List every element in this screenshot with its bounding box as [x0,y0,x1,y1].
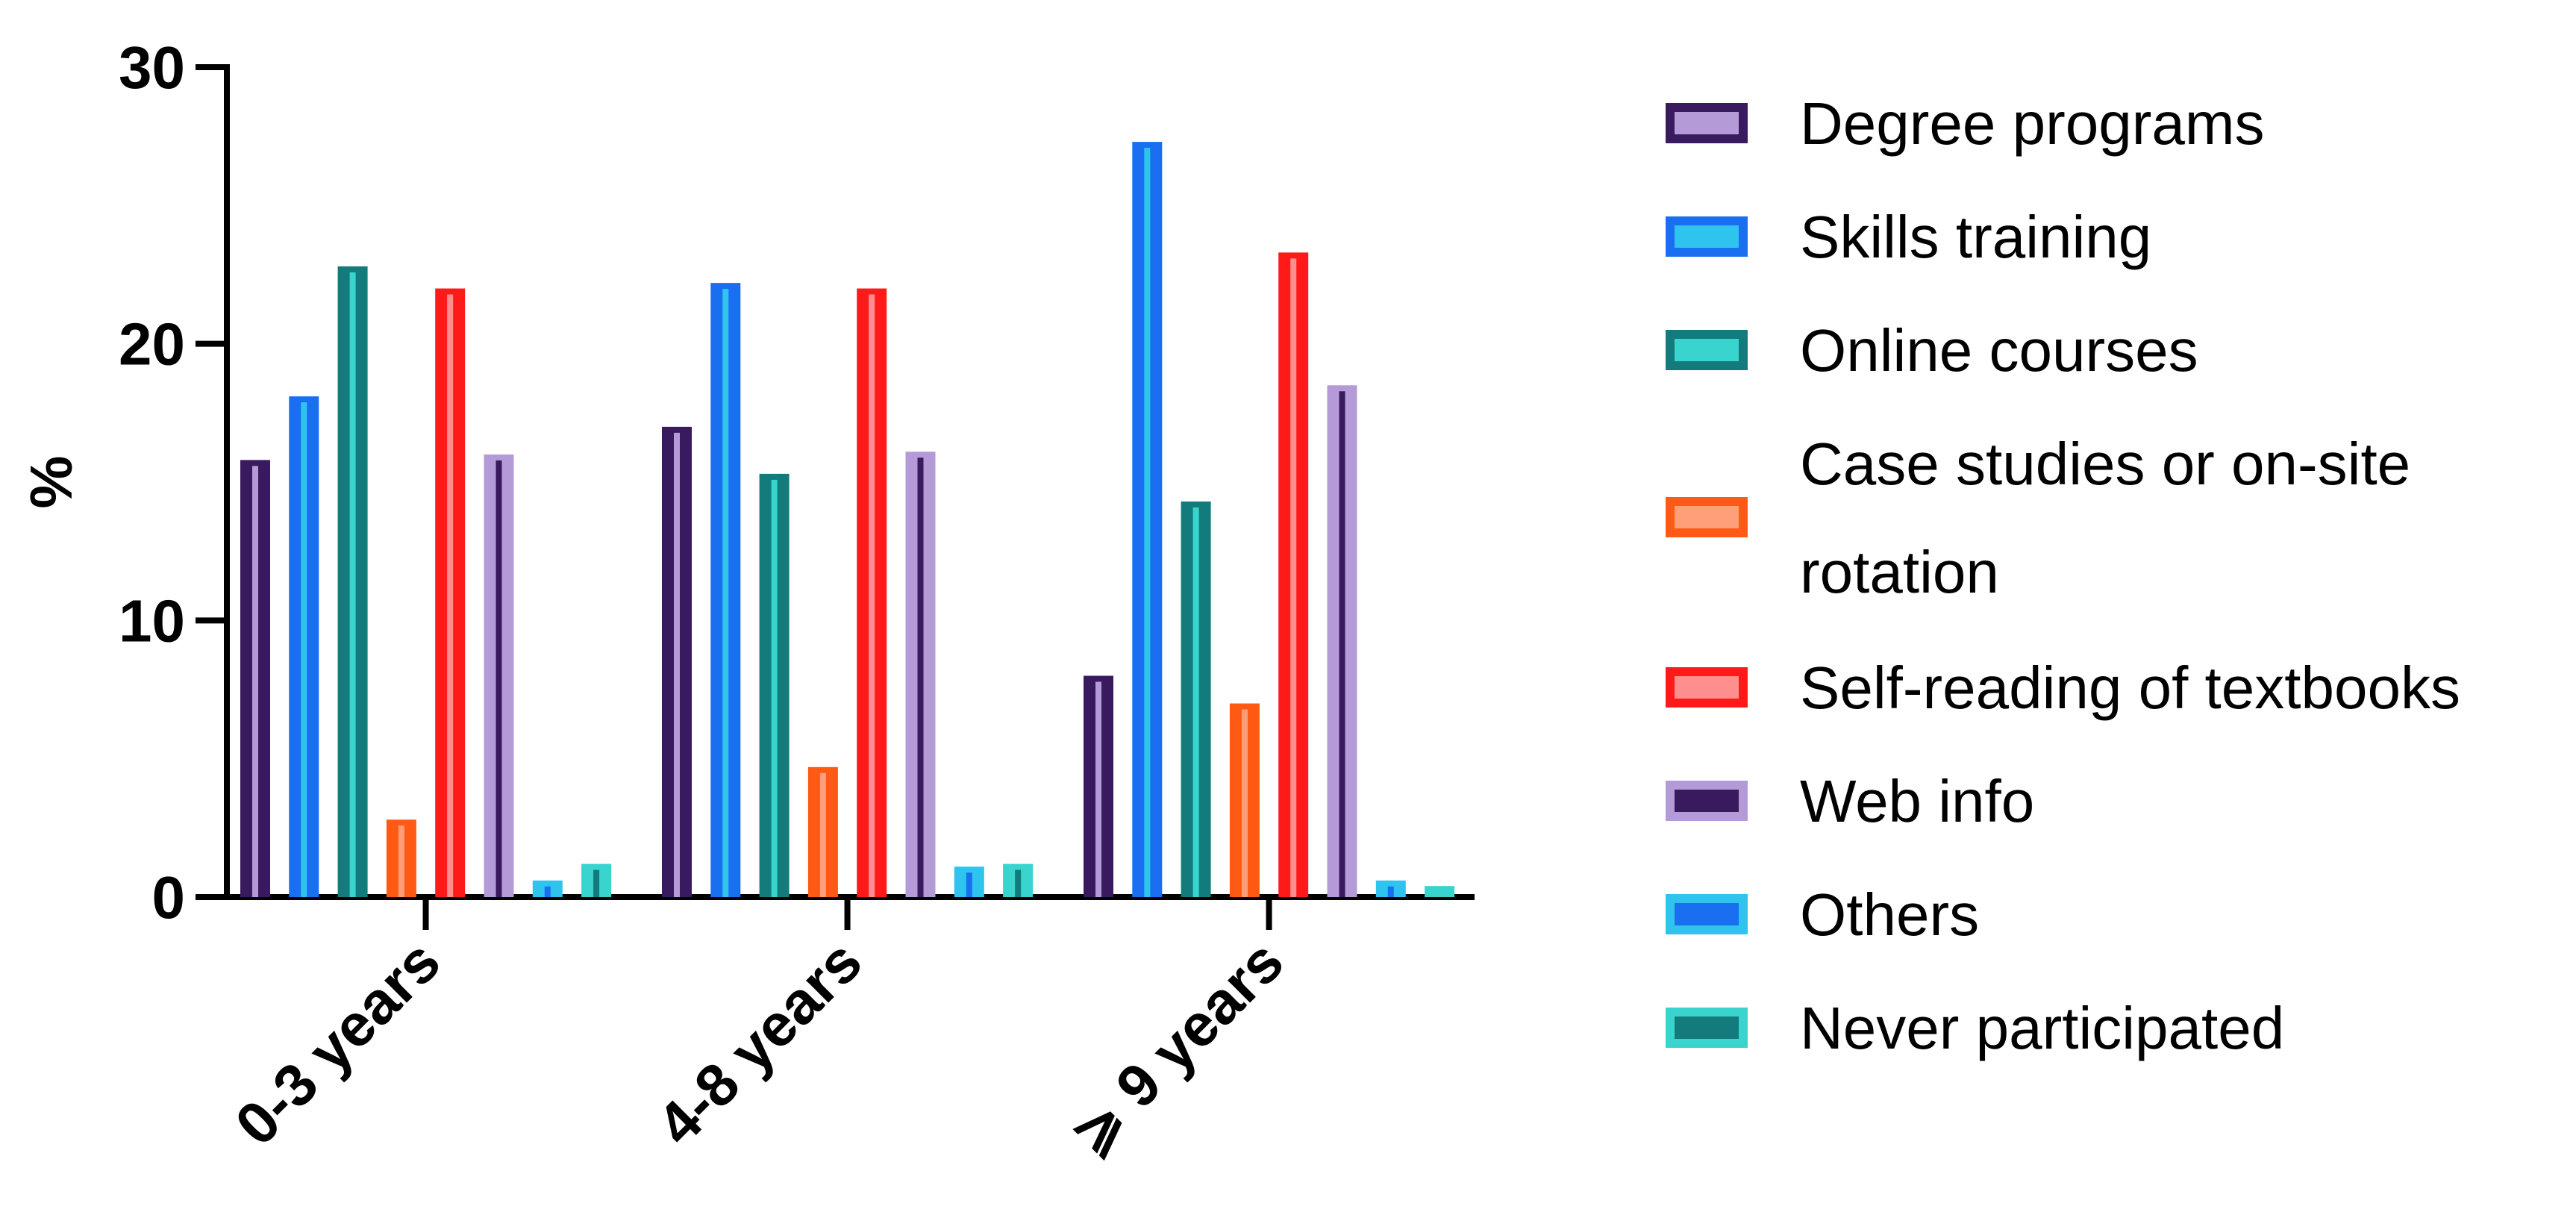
bar-stripe [1192,507,1199,897]
y-tick-label: 0 [152,864,186,931]
bar-stripe [966,872,972,897]
legend-item-others: Others [1666,881,1979,948]
bar-degree-programs-9-years [1084,675,1113,897]
legend-item-web-info: Web info [1666,768,2034,834]
bar-stripe [398,825,404,897]
y-tick-label: 10 [119,587,185,654]
bar-web-info-4-8-years [905,452,936,897]
bar-others-4-8-years [954,866,984,897]
bar-stripe [771,479,778,897]
bars [240,142,1455,897]
legend-item-degree-programs: Degree programs [1666,90,2265,157]
bar-degree-programs-0-3-years [240,460,270,897]
bar-stripe [1339,391,1345,897]
bar-skills-training-0-3-years [289,396,319,897]
bar-web-info-0-3-years [484,454,514,897]
x-tick-label: 0-3 years [222,928,452,1158]
legend-item-case-studies-or-on-site-rotation: Case studies or on-site rotation [1666,431,2410,605]
bar-self-reading-of-textbooks-4-8-years [857,288,887,897]
bar-never-participated-4-8-years [1003,863,1034,897]
bar-stripe [1241,709,1248,897]
bar-self-reading-of-textbooks-9-years [1278,252,1309,897]
bar-self-reading-of-textbooks-0-3-years [435,288,466,897]
legend: Degree programs Skills training Online cou… [1666,90,2460,1061]
bar-fill [1425,886,1455,897]
bar-online-courses-0-3-years [337,266,368,897]
bar-stripe [252,466,258,897]
bar-stripe [1144,148,1151,897]
bar-skills-training-9-years [1132,142,1163,897]
bar-stripe [674,432,680,897]
bar-others-0-3-years [532,880,563,897]
bar-online-courses-4-8-years [759,473,790,897]
x-tick-label: ⩾ 9 years [1056,928,1295,1167]
bar-stripe [819,772,826,897]
bar-stripe [447,294,454,897]
bar-case-studies-or-on-site-rotation-4-8-years [807,766,838,897]
legend-item-never-participated: Never participated [1666,995,2284,1061]
legend-label: Web info [1800,768,2034,834]
axes: 0 10 20 30% 0-3 years 4-8 years ⩾ 9 years [18,34,1475,1167]
legend-swatch-inner [1675,339,1739,361]
legend-label: Skills training [1800,204,2151,270]
legend-swatch-inner [1675,676,1739,699]
bar-case-studies-or-on-site-rotation-9-years [1229,703,1260,897]
y-axis-title: % [18,455,84,508]
bar-never-participated-9-years [1425,886,1455,897]
bar-stripe [722,289,729,897]
legend-label: Self-reading of textbooks [1800,655,2460,721]
y-tick-label: 20 [119,311,185,378]
legend-label: Case studies or on-site [1800,431,2410,497]
legend-item-skills-training: Skills training [1666,204,2151,270]
bar-degree-programs-4-8-years [662,426,692,897]
legend-item-online-courses: Online courses [1666,317,2198,384]
bar-case-studies-or-on-site-rotation-0-3-years [386,819,416,897]
bar-stripe [1095,681,1101,897]
bar-stripe [1387,886,1394,897]
bar-stripe [593,869,600,897]
bar-stripe [1290,258,1297,897]
y-tick-label: 30 [119,34,185,101]
bar-stripe [1015,869,1022,897]
legend-swatch-inner [1675,225,1739,248]
legend-label: Others [1800,881,1979,948]
bar-stripe [917,457,924,897]
bar-stripe [349,272,356,897]
legend-label: Degree programs [1800,90,2265,157]
legend-swatch-inner [1675,903,1739,925]
legend-label: rotation [1800,539,1999,605]
legend-label: Online courses [1800,317,2198,384]
legend-label: Never participated [1800,995,2284,1061]
bar-skills-training-4-8-years [710,283,741,897]
bar-others-9-years [1375,880,1406,897]
bar-stripe [301,402,307,897]
legend-swatch-inner [1675,112,1739,134]
bar-stripe [495,460,502,897]
legend-swatch-inner [1675,1016,1739,1039]
legend-swatch-inner [1675,506,1739,528]
legend-swatch-inner [1675,790,1739,812]
bar-stripe [869,294,875,897]
bar-web-info-9-years [1327,385,1357,897]
legend-item-self-reading-of-textbooks: Self-reading of textbooks [1666,655,2460,721]
bar-stripe [544,886,551,897]
x-tick-label: 4-8 years [644,928,874,1158]
bar-never-participated-0-3-years [581,863,612,897]
bar-online-courses-9-years [1181,501,1211,897]
